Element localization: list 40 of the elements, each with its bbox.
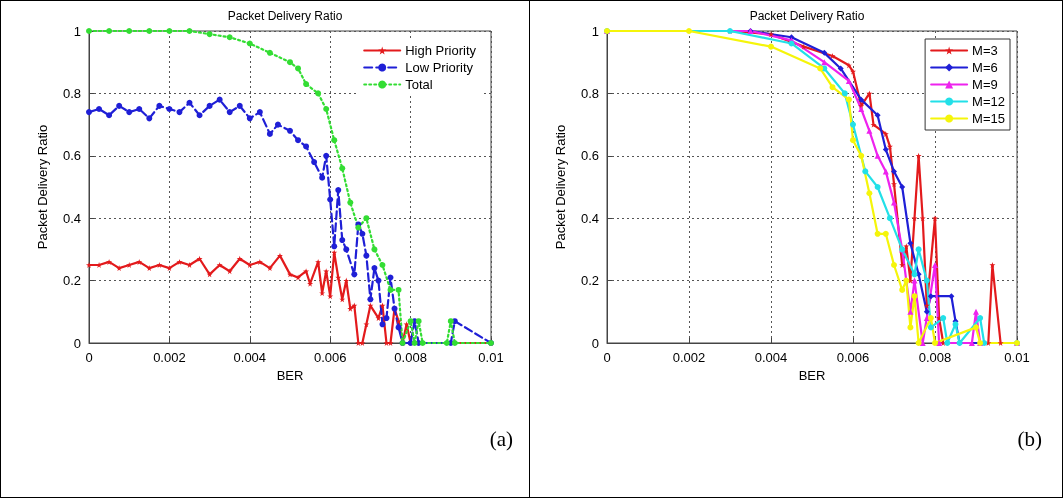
y-axis-title: Packet Delivery Ratio <box>553 124 568 250</box>
y-tick-label: 0.2 <box>580 273 599 289</box>
legend-label: M=15 <box>972 111 1006 126</box>
x-tick-label: 0.004 <box>233 350 267 365</box>
text: (b) <box>1017 426 1043 451</box>
legend-label: M=3 <box>972 43 998 58</box>
y-axis-title: Packet Delivery Ratio <box>35 124 50 250</box>
y-tick-label: 0.4 <box>62 210 81 226</box>
legend-label: Total <box>405 77 433 92</box>
x-tick-label: 0.01 <box>478 350 504 365</box>
chart-title: Packet Delivery Ratio <box>749 9 865 23</box>
legend-label: M=9 <box>972 77 998 92</box>
y-tick-label: 0.6 <box>580 148 599 164</box>
x-tick-label: 0 <box>85 350 93 365</box>
x-axis-title: BER <box>798 367 826 383</box>
x-tick-label: 0.004 <box>754 350 788 365</box>
y-tick-label: 0.4 <box>580 210 599 226</box>
y-tick-label: 0.6 <box>62 148 81 164</box>
x-tick-label: 0.01 <box>1004 350 1030 365</box>
y-tick-label: 0 <box>591 335 599 351</box>
x-tick-label: 0.008 <box>394 350 427 365</box>
y-tick-label: 1 <box>73 23 81 39</box>
legend-label: Low Priority <box>405 60 474 75</box>
y-tick-label: 0.2 <box>62 273 81 289</box>
chart-title: Packet Delivery Ratio <box>227 9 343 23</box>
x-tick-label: 0 <box>603 350 611 365</box>
x-tick-label: 0.006 <box>836 350 870 365</box>
x-tick-label: 0.002 <box>672 350 706 365</box>
x-tick-label: 0.002 <box>153 350 186 365</box>
x-tick-label: 0.008 <box>918 350 952 365</box>
x-axis-title: BER <box>276 367 304 383</box>
text: (a) <box>489 426 514 451</box>
legend-label: M=12 <box>972 94 1006 109</box>
x-tick-label: 0.006 <box>313 350 347 365</box>
y-tick-label: 0.8 <box>580 85 599 101</box>
y-tick-label: 1 <box>591 23 599 39</box>
y-tick-label: 0.8 <box>62 85 81 101</box>
legend-label: M=6 <box>972 60 998 75</box>
legend-label: High Priority <box>405 43 477 58</box>
y-tick-label: 0 <box>73 335 81 351</box>
